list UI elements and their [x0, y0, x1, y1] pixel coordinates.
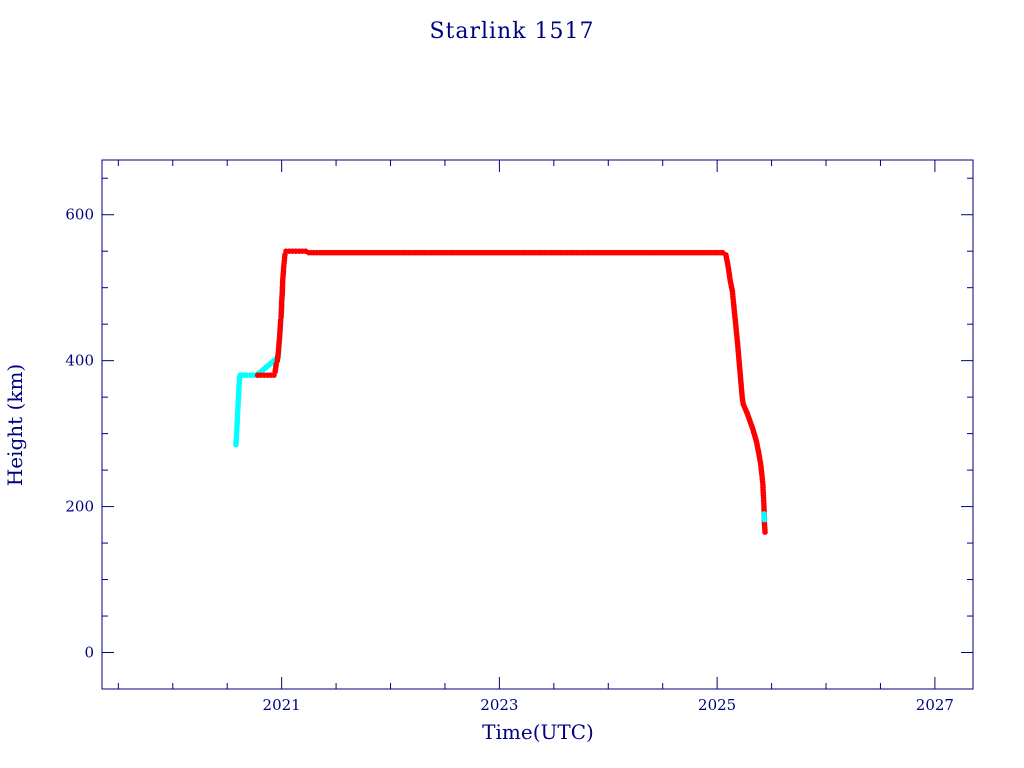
- data-point: [761, 516, 768, 523]
- chart-title: Starlink 1517: [429, 19, 594, 44]
- x-axis-label: Time(UTC): [482, 720, 594, 744]
- data-points: [233, 248, 768, 535]
- series-2: [761, 511, 768, 523]
- data-point: [762, 529, 768, 535]
- x-tick-label: 2023: [480, 696, 518, 714]
- y-tick-label: 0: [84, 644, 94, 662]
- axis-tick-labels: 2021 2023 2025 2027 0 200 400 600: [65, 206, 954, 714]
- x-tick-label: 2025: [698, 696, 736, 714]
- x-tick-label: 2021: [263, 696, 301, 714]
- y-tick-label: 600: [65, 206, 94, 224]
- axis-ticks: [102, 160, 973, 690]
- y-tick-label: 200: [65, 498, 94, 516]
- y-tick-label: 400: [65, 352, 94, 370]
- x-tick-label: 2027: [916, 696, 954, 714]
- series-1: [254, 248, 768, 535]
- y-axis-label: Height (km): [3, 364, 27, 486]
- plot-frame: [101, 159, 974, 690]
